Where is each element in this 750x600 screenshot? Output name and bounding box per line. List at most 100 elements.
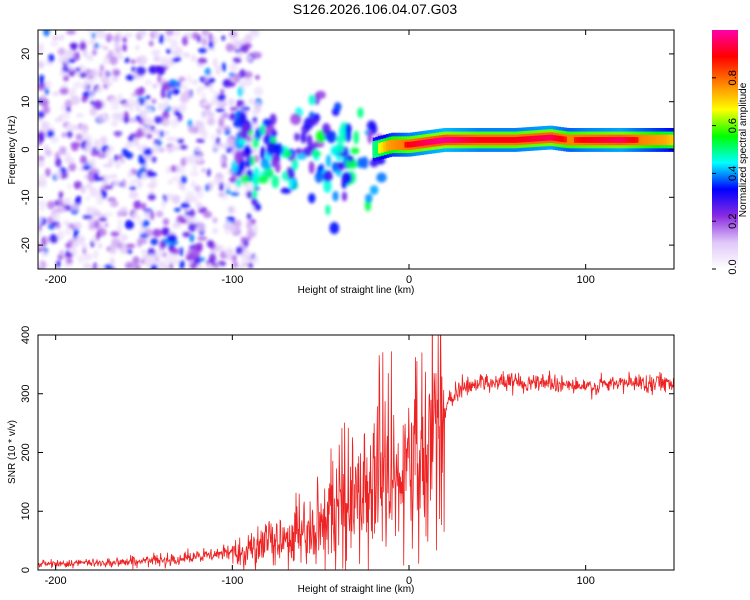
spectrogram-blob	[65, 49, 73, 56]
spectrogram-blob	[71, 143, 79, 152]
spectrogram-blob	[283, 150, 292, 158]
spectrogram-blob	[133, 200, 142, 210]
spectrogram-blob	[190, 54, 197, 63]
spectrogram-blob	[113, 34, 121, 43]
spectrogram-blob	[155, 210, 164, 218]
spectrogram-blob	[171, 50, 179, 57]
spectrogram-blob	[248, 97, 254, 105]
spectrogram-blob	[263, 134, 271, 145]
spectrogram-blob	[59, 87, 69, 95]
spectrogram-blob	[188, 222, 197, 232]
spectrogram-blob	[236, 51, 244, 59]
spectrogram-ridge-cell	[428, 139, 432, 145]
spectrogram-blob	[121, 103, 131, 108]
spectrogram-blob	[79, 155, 88, 165]
spectrogram-blob	[46, 129, 55, 138]
spectrogram-blob	[144, 79, 152, 86]
spectrogram-blob	[93, 99, 103, 110]
spectrogram-ridge-cell	[640, 134, 644, 146]
spectrogram-blob	[100, 227, 106, 236]
spectrogram-blob	[38, 110, 45, 119]
spectrogram-blob	[124, 151, 134, 160]
spectrogram-blob	[176, 138, 184, 144]
spectrogram-blob	[221, 35, 226, 41]
spectrogram-ridge-cell	[645, 134, 650, 146]
spectrogram-blob	[190, 217, 198, 224]
spectrogram-blob	[38, 74, 45, 84]
spectrogram-blob	[212, 57, 218, 68]
spectrogram-blob	[91, 49, 97, 56]
spectrogram-ridge-cell	[436, 138, 440, 144]
spectrogram-blob	[180, 202, 190, 209]
spectrogram-ridge-cell	[513, 137, 517, 143]
spectrogram-blob	[222, 144, 228, 149]
spectrogram-blob	[123, 110, 129, 120]
spectrogram-blob	[66, 130, 73, 139]
spectrogram-blob	[95, 265, 106, 269]
spectrogram-ridge-cell	[465, 137, 469, 143]
spectrogram-blob	[235, 178, 242, 188]
spectrogram-blob	[208, 253, 217, 263]
spectrogram-blob	[189, 170, 200, 177]
spectrogram-blob	[147, 182, 157, 189]
spectrogram-blob	[125, 141, 134, 148]
spectrogram-ridge-cell	[430, 138, 435, 145]
spectrogram-ridge-cell	[510, 137, 514, 143]
spectrogram-blob	[235, 246, 244, 255]
spectrogram-ridge-cell	[391, 139, 395, 150]
spectrogram-blob	[83, 80, 88, 90]
spectrogram-blob	[170, 38, 178, 49]
spectrogram-blob	[45, 167, 51, 177]
spectrogram-blob	[75, 67, 81, 72]
spectrogram-blob	[129, 185, 137, 191]
spectrogram-blob	[172, 223, 182, 229]
spectrogram-blob	[196, 86, 202, 96]
spectrogram-blob	[138, 30, 147, 38]
spectrogram-blob	[128, 191, 139, 199]
spectrogram-ridge-cell	[505, 137, 509, 143]
colorbar-tick-label: 0.0	[727, 259, 739, 274]
spectrogram-blob	[215, 65, 221, 76]
spectrogram-blob	[87, 182, 92, 190]
spectrogram-blob	[85, 140, 93, 150]
spectrogram-blob	[131, 92, 137, 97]
spectrogram-blob	[105, 82, 113, 87]
spectrogram-blob	[280, 187, 292, 194]
spectrogram-blob	[101, 189, 107, 200]
spectrogram-blob	[197, 236, 208, 241]
spectrogram-blob	[56, 260, 61, 268]
spectrogram-ridge-cell	[380, 142, 385, 153]
spectrogram-blob	[159, 261, 166, 268]
spectrogram-blob	[55, 169, 62, 180]
spectrogram-blob	[140, 259, 145, 265]
spectrogram-blob	[294, 132, 300, 142]
spectrogram-blob	[212, 227, 219, 235]
spectrogram-blob	[161, 110, 170, 121]
spectrogram-ridge-cell	[563, 136, 567, 143]
spectrogram-ridge-cell	[399, 139, 403, 150]
snr-y-tick-label: 200	[20, 443, 32, 461]
spectrogram-blob	[188, 153, 198, 164]
spectrogram-blob	[77, 254, 85, 264]
spectrogram-blob	[167, 79, 178, 87]
spectrogram-blob	[191, 250, 201, 259]
spectrogram-blob	[54, 117, 59, 123]
spectrogram-blob	[206, 117, 216, 126]
spectrogram-blob	[212, 217, 218, 224]
spectrogram-blob	[124, 261, 135, 269]
spectrogram-blob	[204, 183, 210, 192]
spectrogram-blob	[83, 253, 93, 261]
spectrogram-blob	[169, 262, 174, 269]
spectrogram-blob	[147, 247, 156, 257]
spectrogram-blob	[47, 54, 55, 63]
spectrogram-blob	[174, 110, 180, 117]
spectrogram-blob	[244, 183, 254, 192]
spectrogram-blob	[141, 126, 152, 134]
spectrogram-blob	[79, 124, 89, 132]
spectrogram-blob	[70, 203, 80, 211]
spectrogram-blob	[170, 145, 181, 152]
spectrogram-blob	[159, 130, 165, 138]
spectrogram-blob	[87, 30, 92, 36]
snr-marks	[38, 335, 674, 570]
spectrogram-blob	[251, 196, 257, 207]
